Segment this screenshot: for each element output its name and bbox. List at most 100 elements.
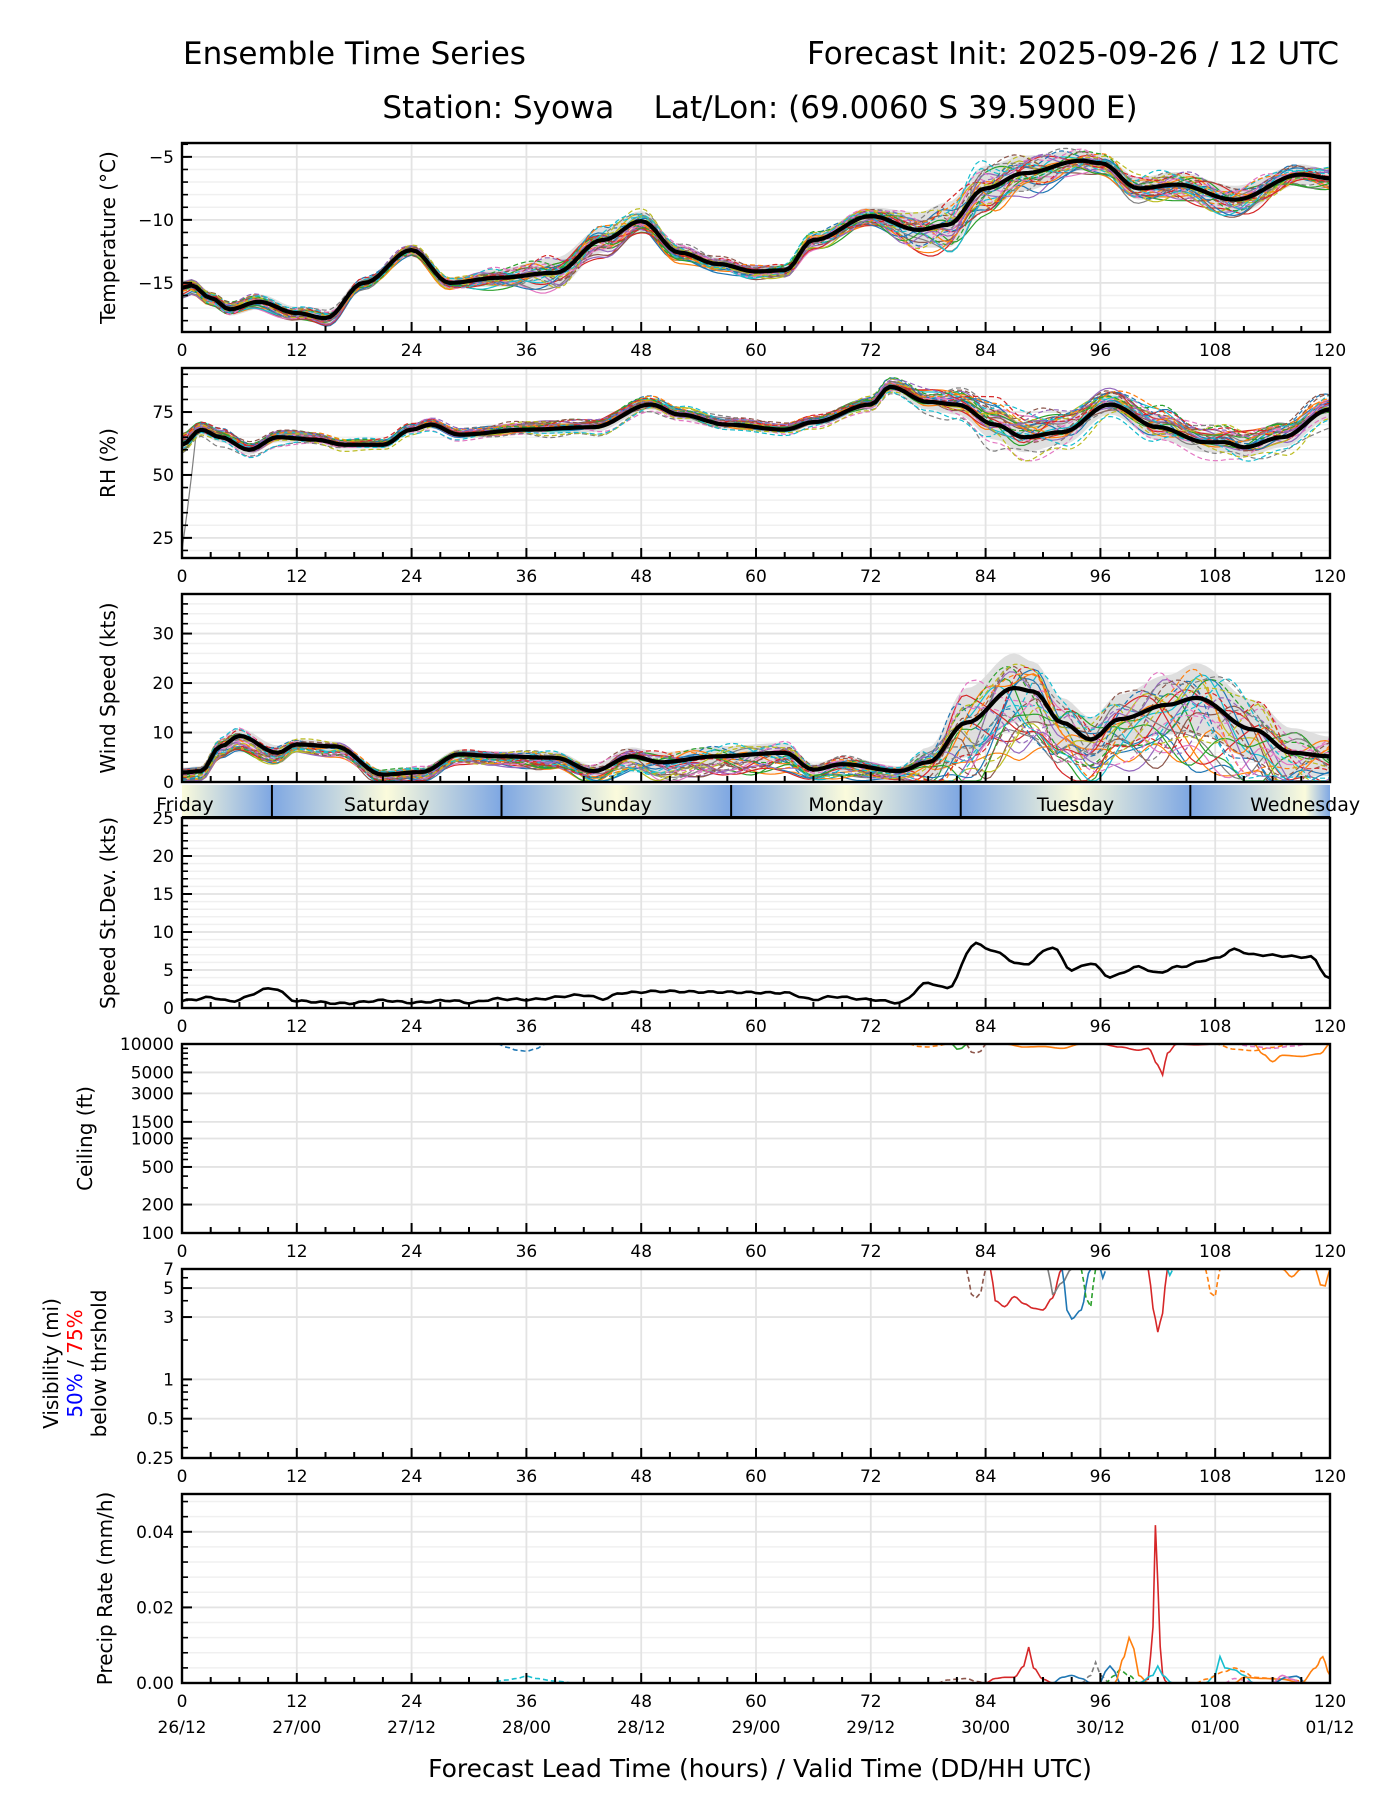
member-line bbox=[1047, 1269, 1073, 1296]
y-axis-label: RH (%) bbox=[96, 428, 120, 498]
p50-label: 50% bbox=[63, 1373, 87, 1417]
x-tick-label: 60 bbox=[745, 341, 767, 361]
ensemble-mean-line bbox=[182, 384, 1330, 452]
x-tick-label: 0 bbox=[177, 1467, 188, 1487]
member-line bbox=[1114, 1635, 1149, 1683]
ensemble-member-line bbox=[182, 150, 1330, 318]
y-tick-label: 10 bbox=[152, 923, 174, 943]
x-tick-label: 48 bbox=[630, 341, 652, 361]
stddev-line bbox=[182, 941, 1330, 1006]
x-tick-label: 84 bbox=[975, 1242, 997, 1262]
day-labels: Friday Saturday Sunday Monday Tuesday Wednesd… bbox=[156, 794, 1360, 816]
x-tick-label: 120 bbox=[1314, 1242, 1346, 1262]
y-tick-label: 500 bbox=[142, 1158, 174, 1178]
x-tick-label: 72 bbox=[860, 1692, 882, 1712]
y-tick-label: −10 bbox=[138, 211, 174, 231]
y-tick-label: 200 bbox=[142, 1196, 174, 1216]
ensemble-member-line bbox=[182, 384, 1330, 444]
grid bbox=[181, 1043, 1331, 1234]
member-line bbox=[1234, 1676, 1302, 1683]
y-tick-label: −15 bbox=[138, 274, 174, 294]
x-tick-label: 72 bbox=[860, 1017, 882, 1037]
y-tick-label: 1500 bbox=[131, 1113, 174, 1133]
x-tick-label: 0 bbox=[177, 1692, 188, 1712]
x-tick-label: 108 bbox=[1199, 1692, 1231, 1712]
y-tick-label: 7 bbox=[163, 1260, 174, 1280]
ensemble-mean-line bbox=[182, 685, 1330, 777]
plot-area bbox=[182, 377, 1330, 551]
panel-temperature: −5 −10 −15 0 12 24 36 48 60 72 84 96 108 120 Temperatu… bbox=[96, 141, 1346, 361]
x-tick-label: 72 bbox=[860, 341, 882, 361]
x-tick-label: 72 bbox=[860, 1467, 882, 1487]
member-line bbox=[1099, 1269, 1106, 1281]
y-axis-label: Ceiling (ft) bbox=[73, 1086, 97, 1191]
day-label: Wednesday bbox=[1250, 794, 1360, 816]
x-tick-label: 96 bbox=[1090, 567, 1112, 587]
valid-time-label: 27/12 bbox=[387, 1718, 436, 1738]
x-tick-label: 60 bbox=[745, 1242, 767, 1262]
y-tick-label: 10 bbox=[152, 724, 174, 744]
y-axis-label-percentiles: 50% / 75% bbox=[63, 1309, 87, 1417]
member-line bbox=[1147, 1269, 1169, 1333]
x-tick-label: 84 bbox=[975, 341, 997, 361]
plot-area bbox=[182, 147, 1330, 327]
x-tick-label: 36 bbox=[516, 1017, 538, 1037]
member-line bbox=[951, 1044, 968, 1051]
member-line bbox=[1100, 1044, 1216, 1078]
x-tick-label: 0 bbox=[177, 567, 188, 587]
y-tick-label: 15 bbox=[152, 885, 174, 905]
member-line bbox=[1052, 1674, 1092, 1683]
x-tick-label: 84 bbox=[975, 1467, 997, 1487]
x-tick-label: 120 bbox=[1314, 1017, 1346, 1037]
y-tick-label: 0.25 bbox=[136, 1449, 174, 1469]
plot-area bbox=[182, 653, 1330, 782]
x-tick-label: 72 bbox=[860, 1242, 882, 1262]
x-tick-label: 60 bbox=[745, 1692, 767, 1712]
y-tick-label: 10000 bbox=[120, 1035, 174, 1055]
x-tick-label: 24 bbox=[401, 1467, 423, 1487]
x-tick-label: 96 bbox=[1090, 1017, 1112, 1037]
member-line bbox=[965, 1044, 987, 1055]
plot-area bbox=[497, 1044, 1330, 1078]
grid bbox=[181, 368, 1331, 558]
y-tick-label: 25 bbox=[152, 529, 174, 549]
x-tick-label: 36 bbox=[516, 567, 538, 587]
valid-time-label: 01/12 bbox=[1306, 1718, 1355, 1738]
x-tick-label: 12 bbox=[286, 1242, 308, 1262]
x-tick-label: 0 bbox=[177, 1242, 188, 1262]
y-axis-label: Precip Rate (mm/h) bbox=[93, 1492, 117, 1686]
y-tick-label: 100 bbox=[142, 1224, 174, 1244]
x-tick-label: 60 bbox=[745, 1467, 767, 1487]
x-tick-label: 48 bbox=[630, 1017, 652, 1037]
y-tick-label: 5 bbox=[163, 961, 174, 981]
x-tick-label: 72 bbox=[860, 567, 882, 587]
x-tick-label: 36 bbox=[516, 1692, 538, 1712]
x-tick-label: 12 bbox=[286, 1017, 308, 1037]
y-tick-label: 0.5 bbox=[147, 1410, 174, 1430]
member-line bbox=[1104, 1668, 1140, 1683]
member-line bbox=[985, 1646, 1053, 1683]
panel-wind_speed: 30 20 10 0 Wind Speed (kts) bbox=[96, 592, 1332, 793]
x-tick-label: 120 bbox=[1314, 1692, 1346, 1712]
grid bbox=[181, 1268, 1331, 1459]
member-line bbox=[1061, 1269, 1092, 1321]
x-tick-label: 48 bbox=[630, 1692, 652, 1712]
y-tick-label: 50 bbox=[152, 466, 174, 486]
x-tick-label: 36 bbox=[516, 1242, 538, 1262]
y-tick-label: 20 bbox=[152, 674, 174, 694]
ensemble-member-line bbox=[182, 147, 1330, 311]
x-tick-label: 96 bbox=[1090, 1467, 1112, 1487]
plot-area bbox=[488, 1525, 1330, 1683]
member-line bbox=[1004, 1044, 1082, 1050]
valid-time-label: 26/12 bbox=[158, 1718, 207, 1738]
title-left: Ensemble Time Series bbox=[183, 36, 526, 72]
day-label: Saturday bbox=[344, 794, 430, 816]
y-tick-label: 75 bbox=[152, 403, 174, 423]
x-tick-label: 24 bbox=[401, 1692, 423, 1712]
ensemble-member-line bbox=[182, 391, 1330, 462]
x-tick-label: 48 bbox=[630, 567, 652, 587]
x-tick-label: 60 bbox=[745, 1017, 767, 1037]
y-tick-label: 1000 bbox=[131, 1130, 174, 1150]
valid-time-label: 30/00 bbox=[961, 1718, 1010, 1738]
